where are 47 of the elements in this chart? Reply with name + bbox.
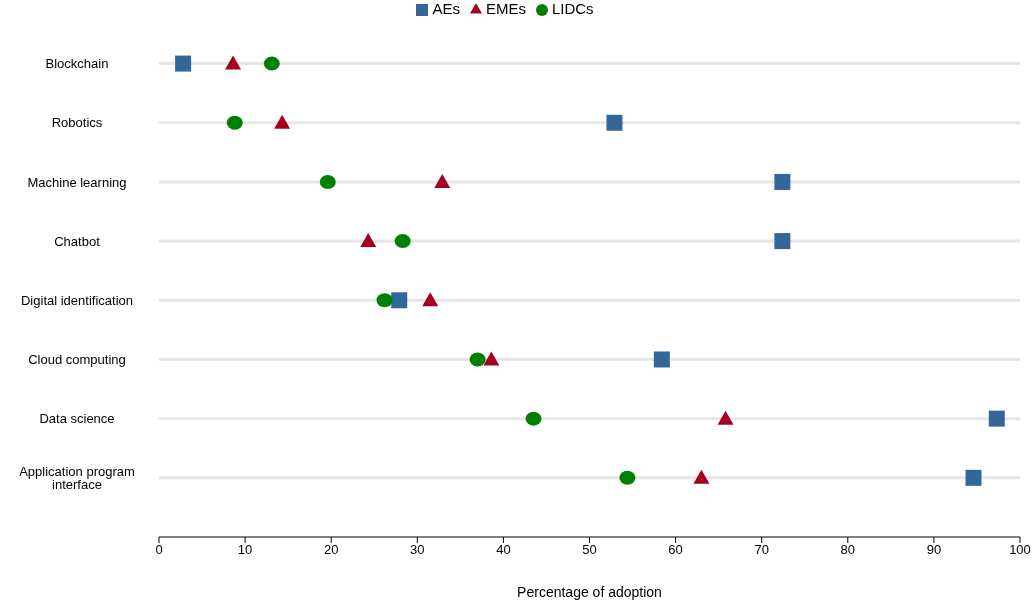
point — [360, 233, 377, 248]
point — [653, 351, 670, 368]
y-tick-label: Cloud computing — [28, 352, 126, 368]
x-tick-label: 100 — [1009, 542, 1031, 558]
point — [422, 292, 439, 307]
x-tick-label: 0 — [155, 542, 163, 558]
x-axis-title: Percentage of adoption — [517, 584, 662, 600]
x-tick-label: 10 — [237, 542, 253, 558]
x-tick-label: 90 — [926, 542, 942, 558]
point — [988, 410, 1005, 427]
x-tick-label: 30 — [410, 542, 425, 558]
point — [391, 292, 408, 309]
y-tick-label: Application program interface — [19, 463, 135, 492]
point — [774, 173, 791, 190]
legend-label: EMEs — [485, 0, 526, 17]
point — [175, 55, 192, 72]
point — [619, 470, 636, 485]
y-tick-label: Machine learning — [27, 174, 127, 190]
point — [965, 469, 982, 486]
x-tick-label: 50 — [582, 542, 597, 558]
point — [525, 411, 542, 426]
point — [226, 115, 243, 130]
point — [606, 114, 623, 131]
x-tick-label: 40 — [496, 542, 511, 558]
point — [469, 352, 486, 367]
point — [225, 55, 242, 70]
y-tick-label: Digital identification — [20, 292, 134, 308]
x-tick-label: 80 — [840, 542, 856, 558]
x-tick-label: 20 — [323, 542, 339, 558]
point — [717, 410, 734, 425]
point — [319, 174, 336, 189]
point — [394, 234, 411, 249]
x-tick-label: 70 — [754, 542, 769, 558]
point — [434, 173, 451, 188]
y-tick-label: Robotics — [51, 115, 103, 131]
point — [263, 56, 280, 71]
point — [774, 233, 791, 250]
y-tick-label: Blockchain — [45, 56, 109, 72]
y-tick-label: Chatbot — [54, 233, 101, 249]
legend-label: AEs — [432, 0, 460, 17]
point — [483, 351, 500, 366]
point — [274, 114, 291, 129]
x-tick-label: 60 — [668, 542, 683, 558]
legend-label: LIDCs — [551, 0, 594, 17]
point — [376, 293, 393, 308]
y-tick-label: Data science — [39, 411, 115, 427]
point — [693, 469, 710, 484]
